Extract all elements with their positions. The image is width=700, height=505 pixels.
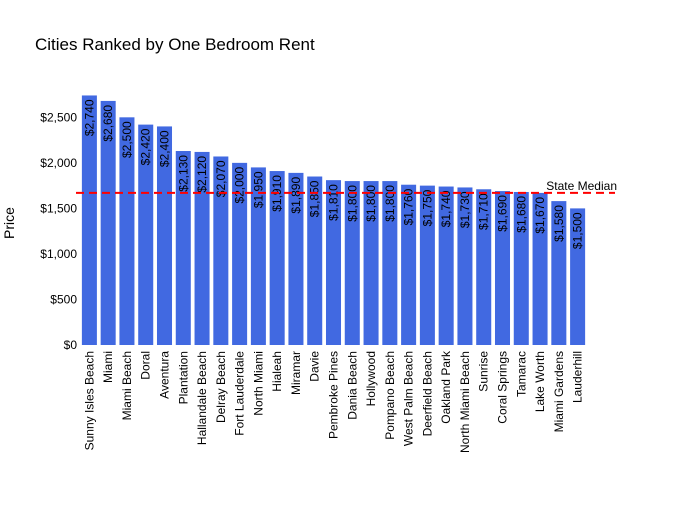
bar — [307, 176, 323, 345]
x-tick-label: Lake Worth — [533, 351, 547, 412]
bar-value-label: $2,680 — [101, 105, 115, 142]
y-tick-label: $2,500 — [40, 110, 77, 124]
bar — [363, 181, 379, 345]
state-median-label: State Median — [546, 179, 617, 193]
bar-value-label: $1,850 — [308, 180, 322, 217]
y-axis-ticks: $0 $500 $1,000 $1,500 $2,000 $2,500 — [40, 110, 77, 352]
x-tick-label: Lauderhill — [571, 351, 585, 403]
bar — [288, 172, 304, 345]
bar-value-label: $2,120 — [195, 156, 209, 193]
x-tick-label: Pompano Beach — [383, 351, 397, 440]
bar — [100, 100, 116, 345]
bar-value-label: $1,730 — [458, 191, 472, 228]
bar — [138, 124, 154, 345]
bar-value-label: $1,710 — [477, 193, 491, 230]
x-axis-ticks: Sunny Isles Beach Miami Miami Beach Doral Av… — [82, 350, 584, 453]
x-tick-label: Dania Beach — [345, 351, 359, 420]
x-tick-label: Deerfield Beach — [420, 351, 434, 436]
x-tick-label: Oakland Park — [439, 350, 453, 424]
bar-value-label: $1,750 — [420, 189, 434, 226]
bar — [213, 156, 229, 345]
x-tick-label: Hollywood — [364, 351, 378, 406]
bar-value-label: $1,800 — [383, 185, 397, 222]
bar — [551, 201, 567, 345]
bar — [419, 185, 435, 345]
bar — [194, 151, 210, 345]
x-tick-label: Coral Springs — [496, 351, 510, 424]
bar — [382, 181, 398, 345]
bar-value-label: $2,420 — [139, 128, 153, 165]
bar-value-label: $1,760 — [402, 188, 416, 225]
x-tick-label: Doral — [139, 351, 153, 380]
y-tick-label: $1,000 — [40, 247, 77, 261]
y-tick-label: $2,000 — [40, 156, 77, 170]
bar — [81, 95, 97, 345]
bar-value-label: $1,800 — [364, 185, 378, 222]
bar — [175, 151, 191, 345]
bar-value-label: $1,690 — [496, 195, 510, 232]
bar-value-label: $1,670 — [533, 197, 547, 234]
bar — [513, 192, 529, 345]
bar-value-label: $1,810 — [327, 184, 341, 221]
x-tick-label: Tamarac — [514, 351, 528, 397]
x-tick-label: Sunrise — [477, 351, 491, 392]
bars-group — [81, 95, 586, 345]
bar — [325, 180, 342, 345]
x-tick-label: Davie — [308, 351, 322, 382]
bar — [156, 126, 173, 345]
bar-value-label: $2,000 — [233, 167, 247, 204]
bar — [476, 189, 492, 345]
x-tick-label: Fort Lauderdale — [233, 351, 247, 436]
x-tick-label: Aventura — [158, 351, 172, 399]
x-tick-label: Miami Gardens — [552, 351, 566, 432]
chart-title: Cities Ranked by One Bedroom Rent — [35, 35, 315, 54]
x-tick-label: North Miami — [251, 351, 265, 416]
x-tick-label: Sunny Isles Beach — [82, 351, 96, 450]
bar — [570, 208, 586, 345]
bar — [250, 167, 266, 345]
y-axis-label: Price — [1, 207, 17, 239]
bar — [232, 162, 248, 345]
x-tick-label: Plantation — [176, 351, 190, 404]
x-tick-label: Miramar — [289, 351, 303, 395]
y-tick-label: $0 — [64, 338, 78, 352]
bar — [269, 171, 285, 345]
bar-value-label: $2,740 — [82, 99, 96, 136]
bar-value-label: $1,500 — [571, 212, 585, 249]
x-tick-label: Hallandale Beach — [195, 351, 209, 445]
bar — [457, 187, 473, 345]
y-tick-label: $1,500 — [40, 201, 77, 215]
bar-value-label: $1,950 — [251, 171, 265, 208]
bar-value-label: $1,680 — [514, 196, 528, 233]
bar-value-labels: $2,740 $2,680 $2,500 $2,420 $2,400 $2,130 $2,1… — [82, 99, 584, 249]
x-tick-label: Pembroke Pines — [327, 351, 341, 439]
state-median-group: State Median — [76, 179, 617, 194]
x-tick-label: North Miami Beach — [458, 351, 472, 453]
bar — [119, 117, 135, 345]
bar — [532, 192, 548, 345]
x-tick-label: Miami Beach — [120, 351, 134, 420]
bar — [494, 191, 511, 345]
x-tick-label: Delray Beach — [214, 351, 228, 423]
bar — [344, 181, 360, 345]
bar-value-label: $2,070 — [214, 160, 228, 197]
bar-value-label: $1,800 — [345, 185, 359, 222]
bar-value-label: $1,740 — [439, 190, 453, 227]
bar — [401, 184, 417, 345]
x-tick-label: Hialeah — [270, 351, 284, 392]
bar — [438, 186, 454, 345]
bar-value-label: $1,580 — [552, 205, 566, 242]
bar-value-label: $2,400 — [158, 130, 172, 167]
bar-value-label: $1,890 — [289, 177, 303, 214]
bar-value-label: $2,500 — [120, 121, 134, 158]
y-tick-label: $500 — [50, 292, 77, 306]
x-tick-label: Miami — [101, 351, 115, 383]
bar-value-label: $2,130 — [176, 155, 190, 192]
x-tick-label: West Palm Beach — [402, 351, 416, 446]
